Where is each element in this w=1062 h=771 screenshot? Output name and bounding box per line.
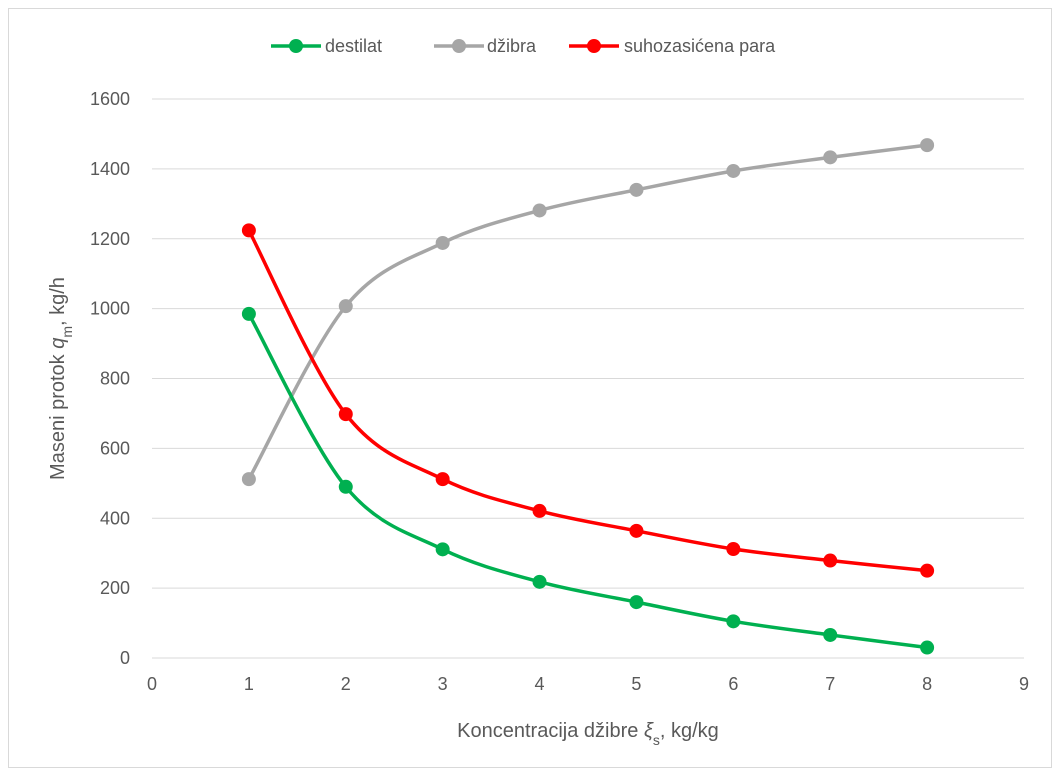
x-tick-label: 5 (631, 674, 641, 694)
y-tick-label: 1600 (90, 89, 130, 109)
series-group (241, 138, 935, 655)
series-line-džibra (247, 143, 929, 481)
legend-item: suhozasićena para (569, 36, 776, 56)
y-tick-label: 1200 (90, 229, 130, 249)
series-line-suhozasićena-para (247, 228, 929, 573)
data-point-džibra (338, 299, 353, 314)
legend-swatch-marker (452, 39, 466, 53)
y-tick-label: 0 (120, 648, 130, 668)
x-tick-label: 2 (341, 674, 351, 694)
gridlines (152, 98, 1024, 659)
legend-item: džibra (434, 36, 537, 56)
legend-label: suhozasićena para (624, 36, 776, 56)
x-tick-label: 7 (825, 674, 835, 694)
x-tick-label: 3 (438, 674, 448, 694)
data-point-suhozasićena-para (435, 472, 450, 487)
data-point-džibra (435, 235, 450, 250)
data-point-džibra (823, 150, 838, 165)
y-tick-label: 800 (100, 369, 130, 389)
x-axis-title-main: Koncentracija džibre (457, 720, 644, 742)
legend-label: džibra (487, 36, 537, 56)
legend-swatch-marker (587, 39, 601, 53)
legend-label: destilat (325, 36, 382, 56)
series-džibra (241, 138, 935, 487)
y-axis-title-symbol: q (47, 338, 69, 349)
data-point-džibra (920, 138, 935, 153)
data-point-suhozasićena-para (920, 563, 935, 578)
data-point-džibra (241, 472, 256, 487)
data-point-destilat (241, 306, 256, 321)
data-point-destilat (435, 542, 450, 557)
data-point-džibra (532, 203, 547, 218)
x-axis-title-symbol: ξ (644, 720, 654, 742)
x-axis-title: Koncentracija džibre ξs, kg/kg (457, 720, 719, 748)
x-tick-label: 8 (922, 674, 932, 694)
data-point-destilat (823, 627, 838, 642)
y-axis-title: Maseni protok qm, kg/h (47, 277, 75, 480)
data-point-destilat (629, 595, 644, 610)
data-point-suhozasićena-para (338, 407, 353, 422)
data-point-suhozasićena-para (823, 553, 838, 568)
y-tick-label: 1000 (90, 299, 130, 319)
data-point-suhozasićena-para (532, 503, 547, 518)
legend-swatch-marker (289, 39, 303, 53)
data-point-suhozasićena-para (241, 223, 256, 238)
x-tick-label: 0 (147, 674, 157, 694)
x-tick-label: 4 (535, 674, 545, 694)
x-axis-title-unit: , kg/kg (660, 720, 719, 742)
y-axis-title-main: Maseni protok (47, 349, 69, 480)
data-point-suhozasićena-para (629, 523, 644, 538)
data-point-destilat (920, 640, 935, 655)
x-axis-title-subscript: s (653, 732, 660, 748)
data-point-džibra (726, 163, 741, 178)
y-axis-title-subscript: m (59, 326, 75, 338)
y-tick-label: 1400 (90, 159, 130, 179)
data-point-destilat (338, 479, 353, 494)
data-point-destilat (532, 574, 547, 589)
y-tick-label: 400 (100, 508, 130, 528)
x-tick-label: 6 (728, 674, 738, 694)
x-tick-label: 9 (1019, 674, 1029, 694)
legend-item: destilat (271, 36, 382, 56)
data-point-džibra (629, 182, 644, 197)
y-tick-label: 200 (100, 578, 130, 598)
series-destilat (241, 306, 935, 655)
series-line-destilat (247, 312, 929, 650)
axes: 0 200 400 600 800 1000 1200 1400 1600 0 1 2 3 4 5 6 7 8 9 (90, 89, 1029, 694)
data-point-suhozasićena-para (726, 541, 741, 556)
x-tick-label: 1 (244, 674, 254, 694)
legend: destilat džibra suhozasićena para (271, 36, 776, 56)
data-point-destilat (726, 614, 741, 629)
y-axis-title-unit: , kg/h (47, 277, 69, 326)
chart-frame: 0 200 400 600 800 1000 1200 1400 1600 0 1 2 3 4 5 6 7 8 9 … (8, 8, 1052, 768)
y-tick-label: 600 (100, 438, 130, 458)
series-suhozasićena-para (241, 223, 935, 578)
